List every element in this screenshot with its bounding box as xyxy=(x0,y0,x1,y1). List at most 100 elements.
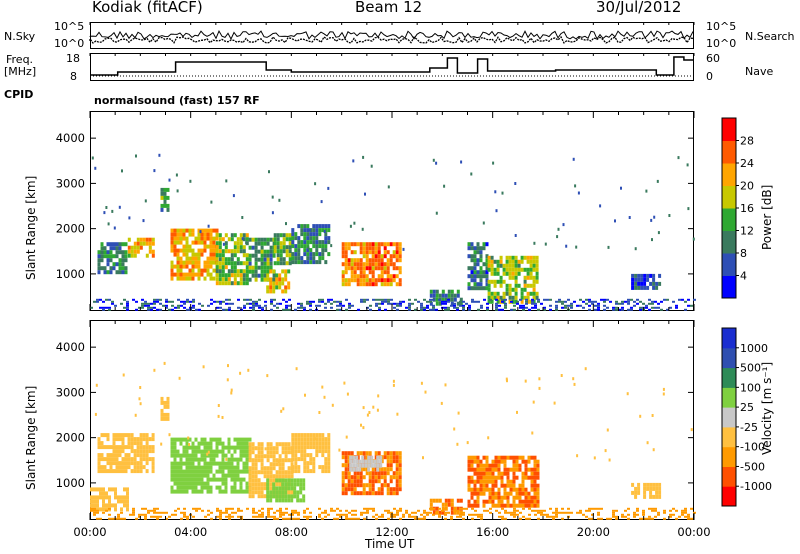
data-cell xyxy=(179,268,183,273)
noise-cell xyxy=(576,454,579,458)
data-cell xyxy=(444,498,448,503)
data-cell xyxy=(408,306,411,309)
data-cell xyxy=(485,499,489,504)
data-cell xyxy=(219,517,222,520)
data-cell xyxy=(222,308,225,311)
data-cell xyxy=(344,250,348,255)
noise-cell xyxy=(516,410,518,414)
data-cell xyxy=(321,300,324,303)
data-cell xyxy=(355,463,359,468)
data-cell xyxy=(447,298,450,301)
data-cell xyxy=(275,478,279,483)
data-cell xyxy=(438,298,441,301)
data-cell xyxy=(279,302,282,305)
data-cell xyxy=(257,458,261,463)
data-cell xyxy=(327,445,331,450)
data-cell xyxy=(495,304,498,307)
data-cell xyxy=(239,269,243,274)
colorbar-tick-label: -500 xyxy=(740,460,765,473)
data-cell xyxy=(254,478,258,483)
data-cell xyxy=(648,507,651,510)
data-cell xyxy=(344,487,348,492)
data-cell xyxy=(185,445,189,450)
data-cell xyxy=(518,499,522,504)
data-cell xyxy=(269,454,273,459)
noise-cell xyxy=(628,216,631,219)
data-cell xyxy=(561,507,564,510)
data-cell xyxy=(269,277,273,282)
data-cell xyxy=(242,249,246,254)
data-cell xyxy=(526,255,530,260)
data-cell xyxy=(123,503,126,508)
data-cell xyxy=(260,490,264,495)
data-cell xyxy=(499,263,503,268)
data-cell xyxy=(159,302,162,305)
data-cell xyxy=(398,467,402,472)
data-cell xyxy=(395,475,399,480)
data-cell xyxy=(102,306,105,309)
data-cell xyxy=(284,470,288,475)
nsearch-tick-low: 10^0 xyxy=(706,37,737,50)
data-cell xyxy=(112,437,116,442)
data-cell xyxy=(374,246,378,251)
data-cell xyxy=(479,471,483,476)
data-cell xyxy=(294,252,298,257)
data-cell xyxy=(263,261,267,266)
data-cell xyxy=(380,262,384,267)
data-cell xyxy=(228,513,231,516)
noise-cell xyxy=(320,200,323,204)
data-cell xyxy=(386,463,390,468)
data-cell xyxy=(476,258,480,263)
data-cell xyxy=(367,467,371,472)
data-cell xyxy=(233,449,237,454)
data-cell xyxy=(182,232,186,237)
data-cell xyxy=(501,517,504,520)
data-cell xyxy=(529,263,533,268)
data-cell xyxy=(100,469,104,474)
noise-cell xyxy=(327,186,330,190)
data-cell xyxy=(148,437,152,442)
data-cell xyxy=(324,224,328,229)
noise-cell xyxy=(331,403,334,407)
noise-cell xyxy=(650,218,653,222)
data-cell xyxy=(456,293,460,298)
data-cell xyxy=(396,302,399,305)
data-cell xyxy=(191,445,195,450)
data-cell xyxy=(435,301,439,306)
data-cell xyxy=(215,277,219,282)
data-cell xyxy=(536,491,540,496)
noise-cell xyxy=(639,414,642,418)
data-cell xyxy=(99,306,102,309)
data-cell xyxy=(165,300,168,303)
data-cell xyxy=(260,241,264,246)
data-cell xyxy=(115,242,119,247)
data-cell xyxy=(230,485,234,490)
data-cell xyxy=(521,471,525,476)
data-cell xyxy=(642,513,645,516)
data-cell xyxy=(96,509,99,512)
freq-tick-high: 18 xyxy=(66,52,80,65)
data-cell xyxy=(248,277,252,282)
noise-cell xyxy=(420,381,423,385)
data-cell xyxy=(533,491,537,496)
data-cell xyxy=(106,254,110,259)
data-cell xyxy=(282,513,285,516)
data-cell xyxy=(353,250,357,255)
data-cell xyxy=(380,242,384,247)
data-cell xyxy=(228,298,231,301)
data-cell xyxy=(494,467,498,472)
data-cell xyxy=(260,494,264,499)
data-cell xyxy=(160,412,164,417)
data-cell xyxy=(216,300,219,303)
data-cell xyxy=(368,483,372,488)
data-cell xyxy=(281,494,285,499)
data-cell xyxy=(173,453,177,458)
data-cell xyxy=(352,455,356,460)
data-cell xyxy=(212,437,216,442)
data-cell xyxy=(276,245,280,250)
data-cell xyxy=(272,494,276,499)
noise-cell xyxy=(245,241,248,245)
data-cell xyxy=(395,491,399,496)
data-cell xyxy=(312,252,316,257)
data-cell xyxy=(381,515,384,518)
